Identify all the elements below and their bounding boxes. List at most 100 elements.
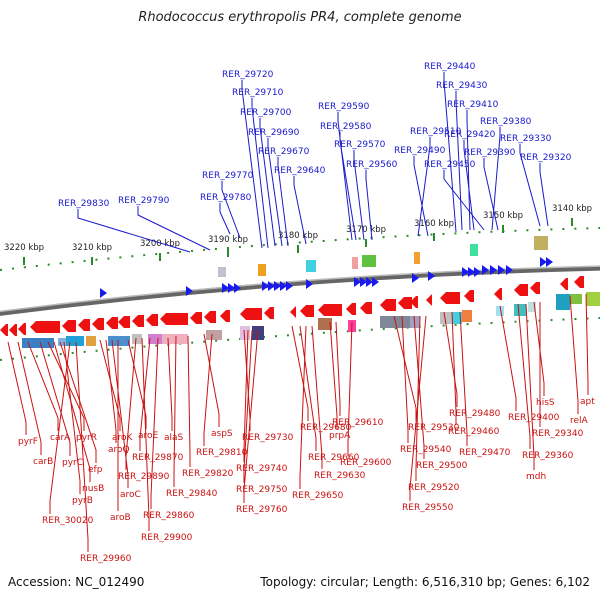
bottom-leader-line: [99, 339, 121, 431]
bottom-gene-label: pyrR: [76, 433, 97, 443]
top-gene-label: RER_29450: [424, 160, 476, 170]
kbp-label: 3200 kbp: [140, 239, 180, 249]
bottom-gene-label: RER_29400: [508, 413, 560, 423]
forward-gene-arrow: [186, 286, 193, 296]
bottom-leader-line: [299, 325, 307, 489]
bottom-gene-label: RER_29470: [459, 448, 511, 458]
reverse-gene-arrow: [530, 282, 540, 294]
forward-gene-arrow: [412, 273, 419, 283]
bottom-gene-label: carB: [33, 457, 53, 467]
reverse-gene-arrow: [78, 319, 90, 331]
top-gene-label: RER_29690: [248, 128, 300, 138]
feature-block: [66, 336, 84, 346]
top-leader-line: [519, 144, 541, 227]
bottom-leader-line: [311, 325, 323, 469]
forward-gene-arrow: [268, 281, 275, 291]
bottom-gene-label: RER_29630: [314, 471, 366, 481]
bottom-leader-line: [291, 325, 309, 421]
top-leader-line: [443, 170, 485, 231]
feature-block: [452, 312, 462, 324]
reverse-gene-arrow: [132, 315, 144, 327]
top-leader-line: [463, 140, 475, 231]
kbp-label: 3140 kbp: [552, 204, 592, 214]
top-gene-label: RER_29320: [520, 153, 572, 163]
bottom-gene-label: nusB: [82, 484, 104, 494]
top-gene-label: RER_29790: [118, 196, 170, 206]
reverse-gene-arrow: [410, 296, 418, 308]
bottom-leader-line: [63, 341, 81, 494]
bottom-leader-line: [335, 321, 341, 416]
bottom-gene-label: hisS: [536, 398, 555, 408]
bottom-gene-label: RER_29480: [449, 409, 501, 419]
bottom-gene-label: RER_29660: [308, 453, 360, 463]
bottom-gene-label: aroE: [138, 431, 159, 441]
kbp-label: 3150 kbp: [483, 211, 523, 221]
bottom-leader-line: [49, 341, 71, 514]
feature-block: [514, 304, 526, 316]
top-gene-label: RER_29420: [444, 130, 496, 140]
forward-gene-arrow: [286, 281, 293, 291]
feature-block: [362, 255, 376, 267]
bottom-gene-label: aroB: [110, 513, 131, 523]
reverse-gene-arrow: [92, 318, 104, 330]
bottom-leader-line: [150, 337, 159, 509]
reverse-gene-arrow: [204, 311, 216, 323]
bottom-gene-label: apt: [580, 397, 595, 407]
feature-block: [410, 316, 420, 328]
top-leader-line: [293, 176, 307, 245]
bottom-leader-line: [459, 311, 468, 446]
bottom-gene-label: mdh: [526, 472, 546, 482]
feature-block: [556, 294, 570, 310]
forward-gene-arrow: [428, 271, 435, 281]
top-leader-line: [219, 203, 231, 235]
bottom-gene-label: RER_29820: [182, 469, 234, 479]
bottom-leader-line: [47, 341, 85, 431]
bottom-gene-label: RER_29530: [408, 423, 460, 433]
forward-gene-arrow: [228, 283, 235, 293]
reverse-gene-arrow: [380, 299, 396, 311]
top-leader-lines: [77, 72, 549, 253]
reverse-gene-arrow: [30, 321, 60, 333]
bottom-gene-label: pyrF: [18, 437, 38, 447]
bottom-leader-line: [203, 333, 220, 427]
bottom-gene-label: RER_29540: [400, 445, 452, 455]
bottom-leader-line: [299, 325, 317, 451]
kbp-label: 3220 kbp: [4, 243, 44, 253]
bottom-leader-line: [187, 335, 191, 467]
forward-gene-arrow: [546, 257, 553, 267]
forward-gene-arrow: [506, 265, 513, 275]
forward-gene-arrow: [498, 265, 505, 275]
feature-block: [132, 334, 142, 344]
reverse-gene-arrow: [160, 313, 188, 325]
bottom-leader-line: [139, 337, 151, 451]
forward-gene-arrow: [482, 265, 489, 275]
top-gene-label: RER_29580: [320, 122, 372, 132]
bottom-leader-line: [413, 315, 425, 459]
bottom-leader-line: [243, 329, 253, 483]
reverse-gene-arrow: [18, 323, 26, 335]
reverse-gene-arrow: [360, 302, 372, 314]
map-title: Rhodococcus erythropolis PR4, complete g…: [138, 10, 462, 25]
bottom-gene-label: RER_29890: [118, 472, 170, 482]
top-leader-line: [137, 206, 211, 251]
bottom-leader-line: [443, 311, 458, 407]
top-leader-line: [251, 98, 269, 249]
bottom-leader-line: [27, 341, 59, 431]
forward-gene-arrow: [372, 277, 379, 287]
bottom-leader-line: [329, 321, 338, 429]
bottom-leader-line: [167, 337, 173, 431]
forward-gene-arrow: [366, 277, 373, 287]
top-leader-line: [259, 118, 276, 247]
forward-strand-genes: [100, 257, 553, 298]
bottom-gene-label: RER_29340: [532, 429, 584, 439]
top-gene-label: RER_29590: [318, 102, 370, 112]
top-leader-line: [353, 150, 365, 241]
top-leader-line: [339, 132, 357, 241]
bottom-leader-line: [53, 341, 91, 482]
top-gene-label: RER_29830: [58, 199, 110, 209]
reverse-gene-arrow: [300, 305, 314, 317]
top-leader-line: [241, 80, 263, 249]
bottom-leader-line: [347, 321, 353, 456]
feature-block: [148, 334, 162, 344]
